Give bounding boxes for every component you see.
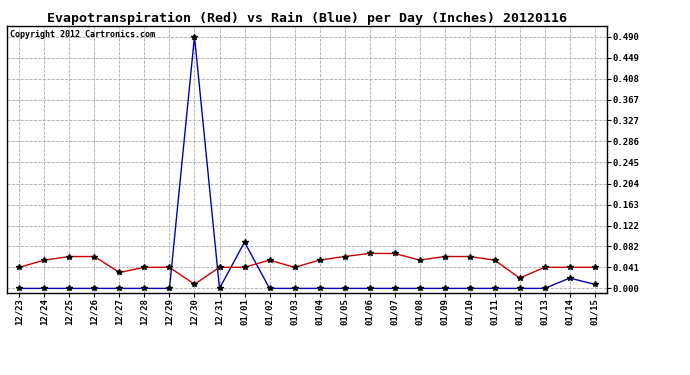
Title: Evapotranspiration (Red) vs Rain (Blue) per Day (Inches) 20120116: Evapotranspiration (Red) vs Rain (Blue) … — [47, 12, 567, 25]
Text: Copyright 2012 Cartronics.com: Copyright 2012 Cartronics.com — [10, 30, 155, 39]
